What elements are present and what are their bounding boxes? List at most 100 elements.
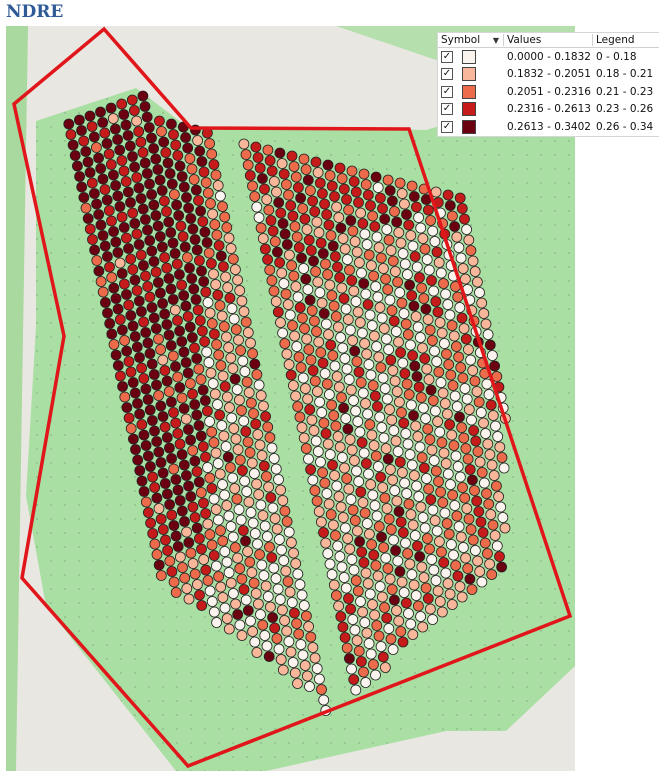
- ndre-sample-point: [197, 441, 209, 452]
- ndre-sample-point: [433, 476, 444, 487]
- ndre-sample-point: [408, 191, 420, 202]
- sort-down-icon[interactable]: ▼: [492, 35, 499, 45]
- ndre-sample-point: [312, 276, 324, 288]
- ndre-sample-point: [195, 430, 207, 442]
- legend-symbol-cell: ✓: [438, 84, 504, 99]
- ndre-sample-point: [342, 314, 354, 325]
- ndre-sample-point: [91, 255, 103, 266]
- ndre-sample-point: [235, 345, 247, 356]
- ndre-sample-point: [323, 219, 335, 231]
- ndre-sample-point: [193, 476, 205, 488]
- ndre-sample-point: [140, 270, 151, 282]
- ndre-sample-point: [421, 533, 433, 544]
- ndre-sample-point: [131, 172, 143, 183]
- ndre-sample-point: [163, 442, 175, 454]
- checkbox-checked-icon[interactable]: ✓: [441, 85, 453, 98]
- ndre-sample-point: [280, 288, 292, 300]
- checkbox-checked-icon[interactable]: ✓: [441, 103, 453, 116]
- ndre-sample-point: [396, 188, 408, 199]
- ndre-sample-point: [202, 297, 214, 308]
- ndre-sample-point: [361, 518, 373, 529]
- ndre-sample-point: [348, 564, 360, 576]
- ndre-sample-point: [208, 550, 220, 561]
- ndre-sample-point: [119, 391, 131, 403]
- ndre-map[interactable]: [6, 26, 575, 771]
- ndre-sample-point: [148, 143, 160, 154]
- ndre-sample-point: [340, 413, 352, 424]
- ndre-sample-point: [476, 576, 488, 588]
- ndre-sample-point: [401, 269, 413, 280]
- ndre-sample-point: [262, 421, 274, 433]
- ndre-sample-point: [428, 455, 440, 466]
- ndre-sample-point: [182, 424, 194, 435]
- ndre-sample-point: [486, 350, 498, 361]
- ndre-sample-point: [220, 441, 232, 452]
- ndre-sample-point: [238, 306, 250, 317]
- ndre-sample-point: [438, 447, 450, 459]
- ndre-sample-point: [435, 267, 447, 279]
- ndre-sample-point: [164, 555, 176, 567]
- ndre-sample-point: [457, 263, 469, 274]
- ndre-sample-point: [409, 360, 421, 372]
- ndre-sample-point: [380, 552, 392, 564]
- checkbox-checked-icon[interactable]: ✓: [441, 120, 453, 133]
- ndre-sample-point: [425, 494, 437, 505]
- ndre-sample-point: [223, 232, 235, 244]
- ndre-sample-point: [389, 375, 401, 387]
- ndre-sample-point: [464, 573, 476, 585]
- ndre-sample-point: [208, 328, 220, 340]
- ndre-sample-point: [146, 132, 157, 144]
- ndre-sample-point: [129, 274, 141, 286]
- ndre-sample-point: [67, 139, 79, 151]
- ndre-sample-point: [152, 164, 164, 175]
- ndre-sample-point: [183, 202, 195, 214]
- legend-row: ✓ 0.1832 - 0.2051 0.18 - 0.21: [438, 66, 659, 84]
- legend-header-legend[interactable]: Legend: [596, 34, 635, 46]
- legend-header-values[interactable]: Values: [504, 34, 593, 46]
- ndre-sample-point: [365, 648, 377, 660]
- ndre-sample-point: [320, 537, 332, 549]
- ndre-sample-point: [129, 331, 141, 342]
- ndre-sample-point: [193, 363, 205, 375]
- basemap-green-strip-left: [6, 26, 28, 771]
- ndre-sample-point: [179, 241, 191, 253]
- ndre-sample-point: [256, 559, 268, 571]
- ndre-sample-point: [230, 433, 242, 445]
- ndre-sample-point: [408, 579, 420, 591]
- ndre-sample-point: [214, 409, 226, 421]
- ndre-sample-point: [133, 295, 145, 307]
- ndre-sample-point: [425, 215, 437, 226]
- ndre-sample-point: [194, 589, 205, 601]
- ndre-sample-point: [155, 513, 167, 525]
- ndre-sample-point: [259, 183, 270, 195]
- ndre-sample-point: [351, 246, 363, 258]
- ndre-sample-point: [379, 662, 391, 673]
- ndre-sample-point: [403, 498, 415, 510]
- ndre-sample-point: [181, 192, 192, 203]
- ndre-sample-point: [406, 290, 418, 301]
- ndre-sample-point: [232, 609, 244, 620]
- checkbox-checked-icon[interactable]: ✓: [441, 68, 453, 81]
- ndre-sample-point: [395, 237, 407, 249]
- ndre-sample-point: [448, 440, 460, 451]
- ndre-sample-point: [221, 331, 232, 343]
- ndre-sample-point: [174, 325, 186, 337]
- ndre-sample-point: [217, 261, 229, 272]
- legend-header-symbol[interactable]: Symbol ▼: [438, 34, 504, 46]
- ndre-sample-point: [379, 383, 391, 394]
- ndre-sample-point: [460, 333, 472, 345]
- ndre-sample-point: [210, 504, 222, 515]
- ndre-sample-point: [229, 264, 241, 275]
- ndre-sample-point: [360, 677, 372, 688]
- ndre-sample-point: [187, 501, 199, 513]
- ndre-sample-point: [210, 447, 222, 459]
- checkbox-checked-icon[interactable]: ✓: [441, 50, 453, 63]
- ndre-sample-point: [359, 338, 371, 349]
- ndre-sample-point: [198, 554, 210, 565]
- ndre-sample-point: [398, 198, 410, 210]
- ndre-sample-point: [264, 264, 276, 276]
- ndre-sample-point: [225, 577, 237, 589]
- ndre-sample-point: [393, 336, 404, 348]
- ndre-sample-point: [221, 556, 233, 568]
- ndre-sample-point: [338, 572, 350, 583]
